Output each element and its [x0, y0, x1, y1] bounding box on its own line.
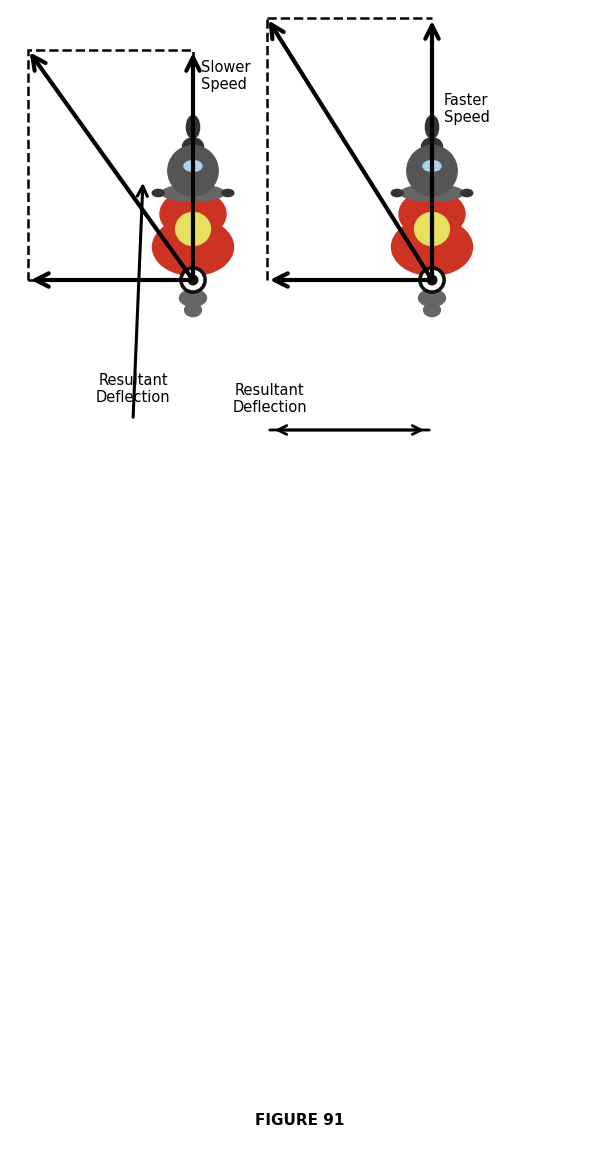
- Ellipse shape: [179, 290, 206, 307]
- Text: Resultant
Deflection: Resultant Deflection: [232, 382, 307, 415]
- Ellipse shape: [185, 303, 202, 316]
- Ellipse shape: [401, 184, 464, 201]
- Ellipse shape: [392, 219, 473, 276]
- Circle shape: [188, 276, 198, 285]
- Ellipse shape: [222, 190, 234, 197]
- Ellipse shape: [423, 161, 441, 171]
- Text: FIGURE 91: FIGURE 91: [256, 1113, 344, 1128]
- Ellipse shape: [425, 116, 439, 139]
- Ellipse shape: [399, 190, 465, 239]
- Ellipse shape: [152, 190, 164, 197]
- Ellipse shape: [152, 219, 233, 276]
- Ellipse shape: [187, 116, 200, 139]
- Ellipse shape: [391, 190, 403, 197]
- Circle shape: [407, 146, 457, 196]
- Circle shape: [168, 146, 218, 196]
- Circle shape: [180, 266, 206, 293]
- Circle shape: [184, 271, 203, 290]
- Ellipse shape: [160, 190, 226, 239]
- Circle shape: [427, 276, 437, 285]
- Text: Faster
Speed: Faster Speed: [444, 93, 490, 125]
- Bar: [28, 50, 193, 280]
- Circle shape: [419, 266, 445, 293]
- Ellipse shape: [161, 184, 224, 201]
- Ellipse shape: [415, 213, 449, 245]
- Text: Slower
Speed: Slower Speed: [201, 60, 251, 93]
- Ellipse shape: [424, 303, 440, 316]
- Ellipse shape: [421, 138, 443, 156]
- Ellipse shape: [184, 161, 202, 171]
- Ellipse shape: [461, 190, 473, 197]
- Text: Resultant
Deflection: Resultant Deflection: [95, 373, 170, 405]
- Ellipse shape: [182, 138, 203, 156]
- Ellipse shape: [419, 290, 445, 307]
- Circle shape: [422, 271, 442, 290]
- Ellipse shape: [176, 213, 211, 245]
